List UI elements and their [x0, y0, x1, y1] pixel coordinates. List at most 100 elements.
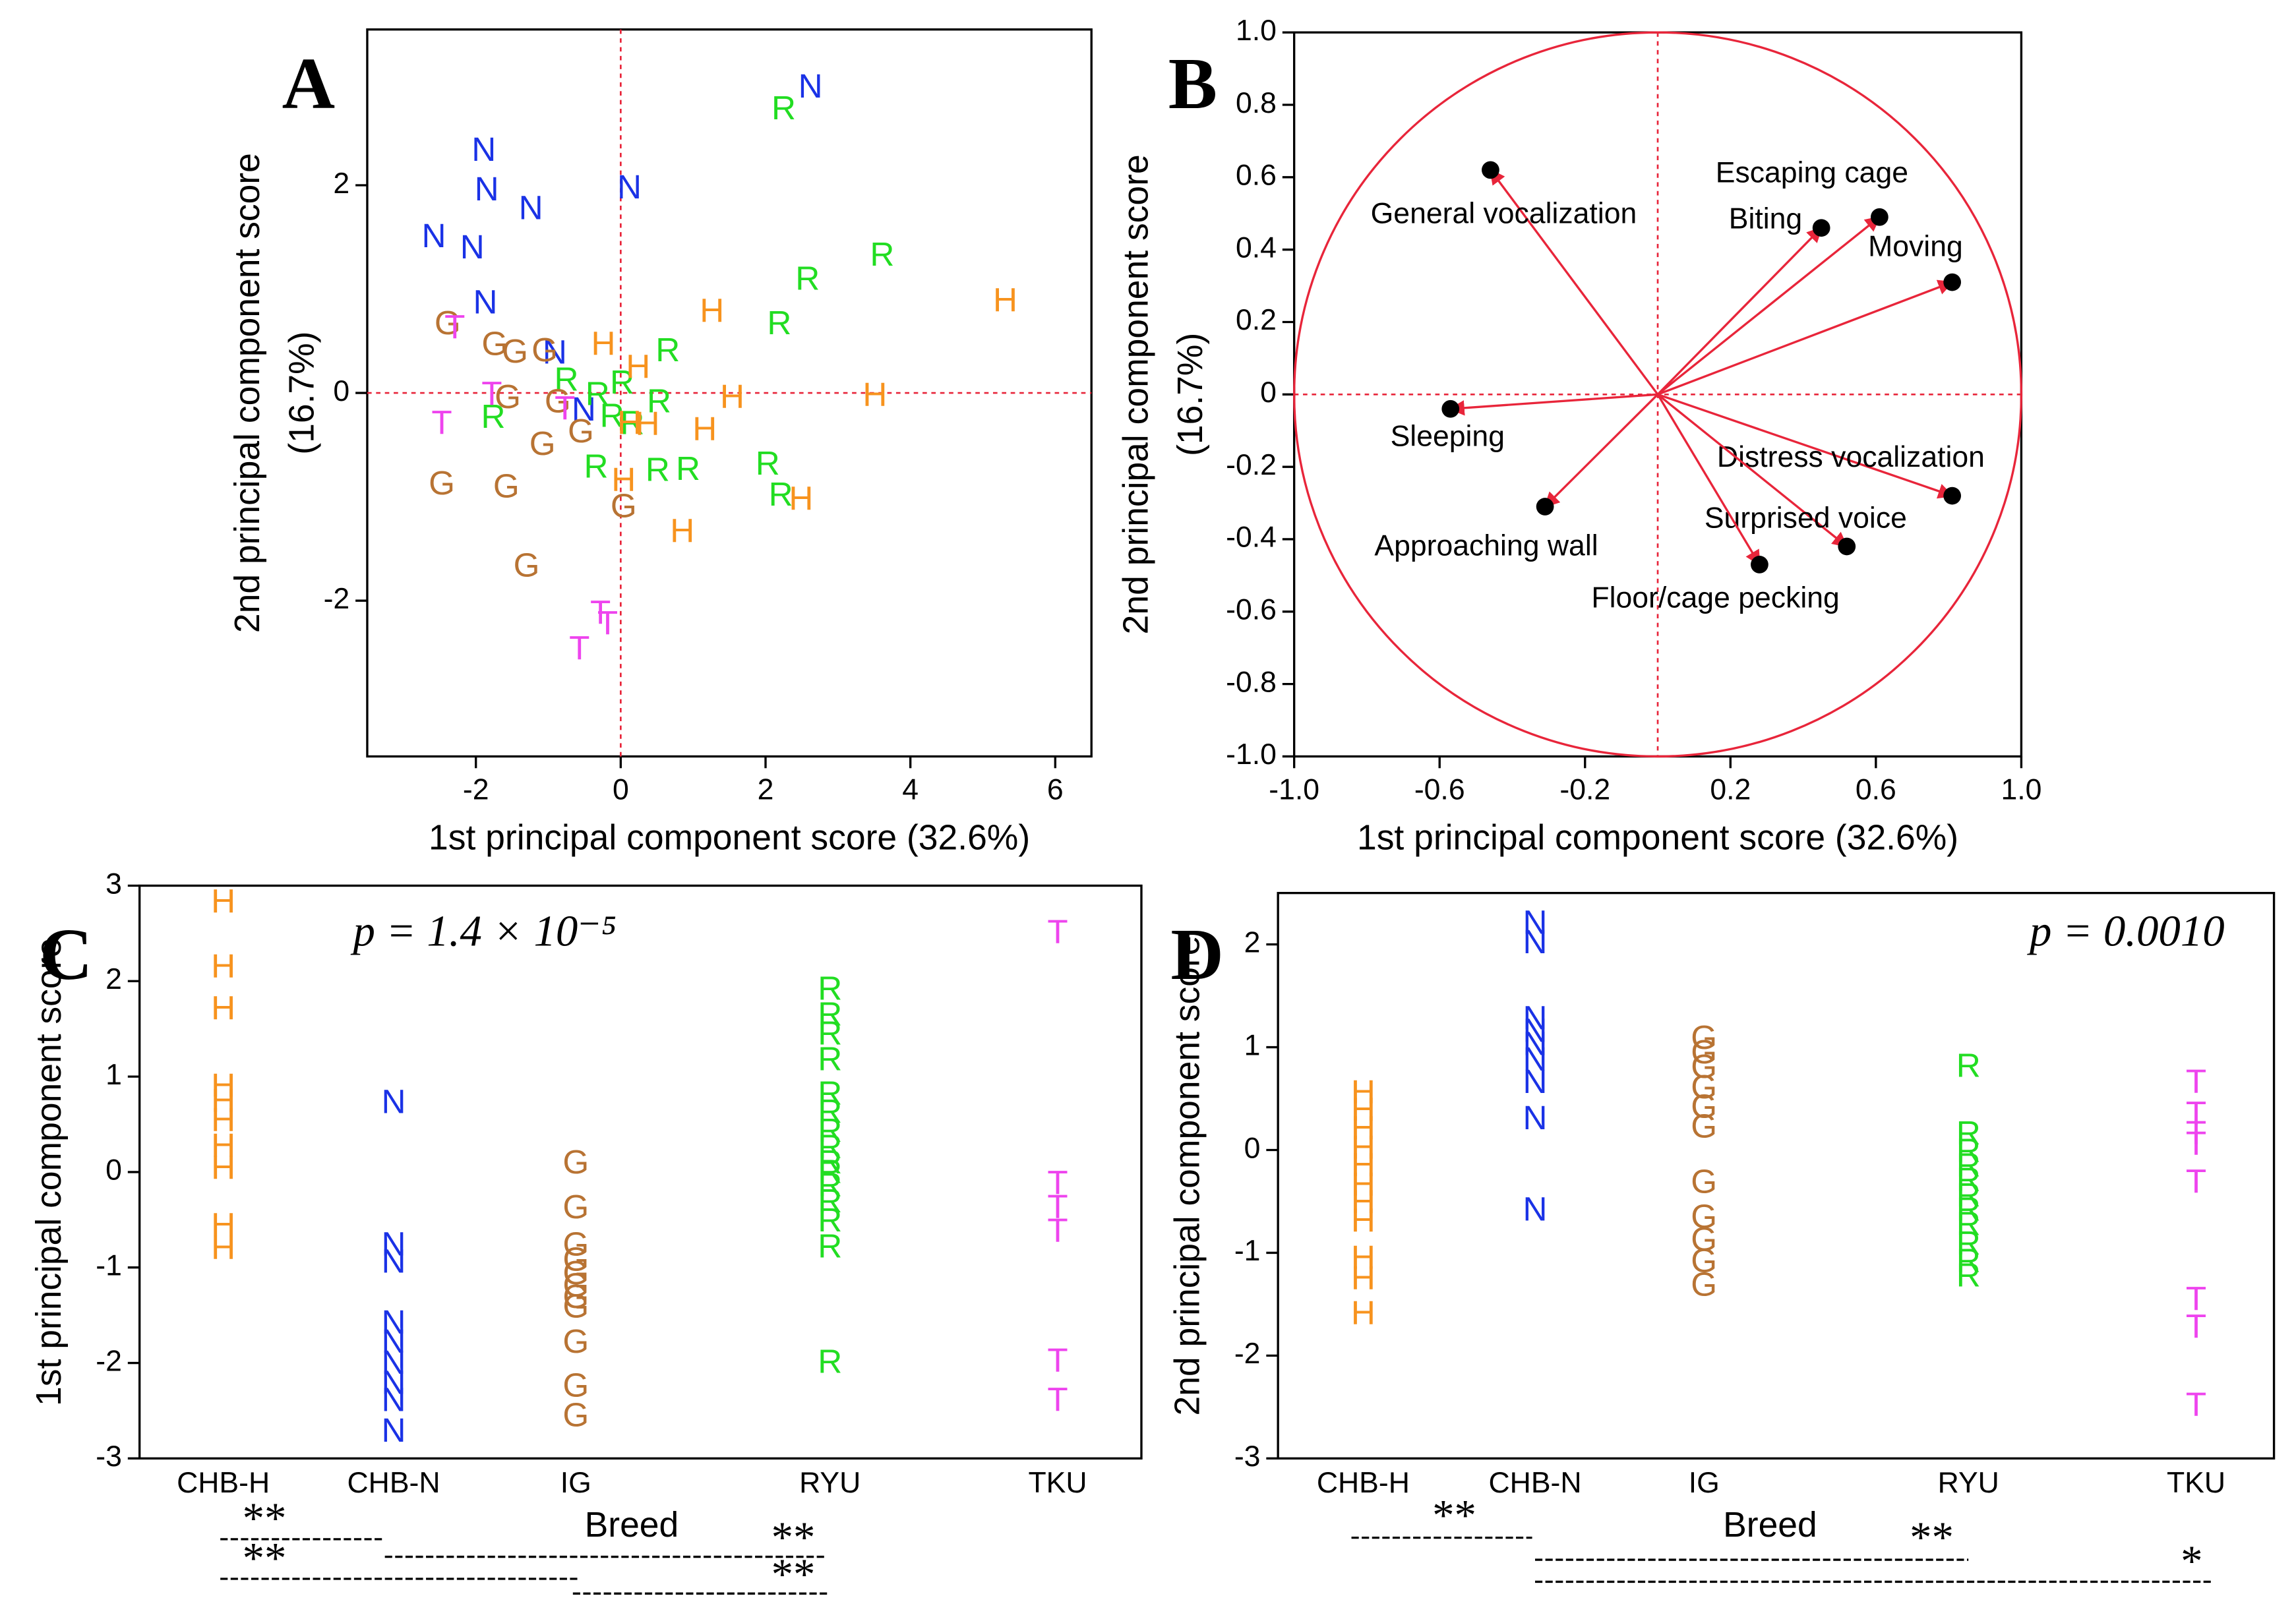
- loading-label: Distress vocalization: [1717, 441, 1985, 473]
- point-marker: G: [1691, 1242, 1717, 1280]
- point-marker: G: [1691, 1198, 1717, 1235]
- y-tick-label: 0: [106, 1154, 122, 1187]
- point-marker: T: [481, 374, 502, 412]
- point-marker: N: [1523, 1099, 1548, 1136]
- category-label: CHB-H: [1317, 1467, 1410, 1499]
- point-marker: N: [543, 333, 567, 370]
- y-tick-label: -0.8: [1226, 666, 1277, 698]
- y-tick-label: -2: [96, 1345, 122, 1377]
- plot-frame: [1277, 891, 2276, 1460]
- point-marker: T: [1047, 1380, 1068, 1418]
- point-marker: H: [1351, 1090, 1375, 1128]
- point-marker: R: [600, 396, 624, 434]
- point-marker: T: [590, 594, 611, 632]
- point-marker: G: [529, 425, 556, 462]
- point-marker: R: [818, 1075, 842, 1112]
- x-tick-label: 0.2: [1710, 774, 1751, 806]
- point-marker: H: [211, 1067, 235, 1104]
- point-marker: R: [818, 1143, 842, 1181]
- point-marker: N: [473, 283, 497, 321]
- panel-letter: D: [1170, 914, 1223, 995]
- x-tick-label: 0.6: [1856, 774, 1896, 806]
- y-tick-label: 2: [106, 963, 122, 995]
- y-tick-label: -1: [96, 1249, 122, 1282]
- point-marker: H: [720, 378, 744, 415]
- point-marker: G: [562, 1266, 589, 1304]
- panel-1: B -1.0 -0.8 -0.6 -0.4 -0.2 0 0.2 0.4 0.6 0.8 1.0 -1.…: [1117, 15, 2042, 858]
- y-tick-label: 0: [1260, 376, 1277, 409]
- point-marker: G: [1691, 1033, 1717, 1071]
- loading-point: [1441, 399, 1460, 418]
- x-tick-label: 6: [1047, 774, 1064, 806]
- point-marker: G: [495, 378, 521, 415]
- loading-point: [1482, 161, 1499, 179]
- point-marker: N: [471, 131, 496, 168]
- point-marker: G: [1691, 1088, 1717, 1125]
- loading-arrow: [1656, 394, 1848, 548]
- point-marker: R: [818, 1014, 842, 1051]
- point-marker: N: [382, 1303, 406, 1341]
- point-marker: N: [1523, 923, 1548, 960]
- p-value: p = 1.4 × 10⁻⁵: [351, 907, 617, 956]
- point-marker: H: [670, 512, 694, 549]
- point-marker: R: [818, 995, 842, 1032]
- point-marker: H: [692, 410, 717, 448]
- loading-label: Floor/cage pecking: [1591, 582, 1839, 614]
- category-label: TKU: [1028, 1467, 1087, 1499]
- category-label: IG: [1689, 1467, 1720, 1499]
- point-marker: H: [211, 1127, 235, 1164]
- point-marker: R: [1956, 1256, 1981, 1293]
- y-tick-label: -1.0: [1226, 738, 1277, 771]
- loading-point: [1871, 208, 1888, 226]
- y-tick-label: -3: [96, 1440, 122, 1473]
- panel-letter: C: [40, 914, 92, 995]
- point-marker: R: [584, 448, 609, 485]
- point-marker: R: [769, 475, 793, 513]
- point-marker: T: [1047, 1164, 1068, 1202]
- point-marker: G: [562, 1287, 589, 1325]
- point-marker: G: [562, 1225, 589, 1262]
- point-marker: R: [1956, 1176, 1981, 1214]
- loading-arrow: [1656, 394, 1761, 566]
- loading-arrow: [1544, 394, 1659, 508]
- x-tick-label: -0.2: [1559, 774, 1610, 806]
- point-marker: G: [1691, 1018, 1717, 1056]
- point-marker: N: [382, 1322, 406, 1360]
- point-marker: H: [211, 1082, 235, 1119]
- significance-label: **: [243, 1494, 287, 1543]
- point-marker: R: [818, 1092, 842, 1130]
- y-axis-label: 2nd principal component score: [228, 153, 267, 633]
- point-marker: H: [993, 281, 1017, 319]
- point-marker: N: [799, 67, 823, 105]
- point-marker: N: [1523, 1191, 1548, 1228]
- category-label: CHB-H: [177, 1467, 270, 1499]
- point-marker: H: [211, 1229, 235, 1266]
- point-marker: R: [818, 1182, 842, 1220]
- y-tick-label: 1: [106, 1059, 122, 1091]
- point-marker: G: [531, 331, 558, 369]
- y-tick-label: 1: [1244, 1029, 1261, 1061]
- point-marker: N: [460, 228, 485, 266]
- point-marker: R: [767, 304, 791, 341]
- point-marker: G: [611, 487, 637, 524]
- significance-label: **: [771, 1550, 816, 1599]
- point-marker: T: [2186, 1114, 2206, 1152]
- point-marker: R: [756, 444, 780, 482]
- point-marker: H: [591, 325, 615, 363]
- y-tick-label: 0.4: [1236, 231, 1277, 264]
- point-marker: G: [493, 467, 520, 505]
- point-marker: T: [2186, 1162, 2206, 1200]
- point-marker: R: [554, 360, 578, 398]
- loading-arrow: [1449, 393, 1658, 416]
- point-marker: R: [818, 969, 842, 1007]
- y-tick-label: -3: [1234, 1440, 1261, 1473]
- point-marker: T: [2186, 1063, 2206, 1100]
- x-tick-label: -1.0: [1269, 774, 1319, 806]
- point-marker: N: [1523, 1025, 1548, 1063]
- x-tick-label: 1.0: [2001, 774, 2041, 806]
- point-marker: N: [617, 168, 642, 206]
- point-marker: G: [1691, 1162, 1717, 1200]
- y-tick-label: -0.2: [1226, 449, 1277, 481]
